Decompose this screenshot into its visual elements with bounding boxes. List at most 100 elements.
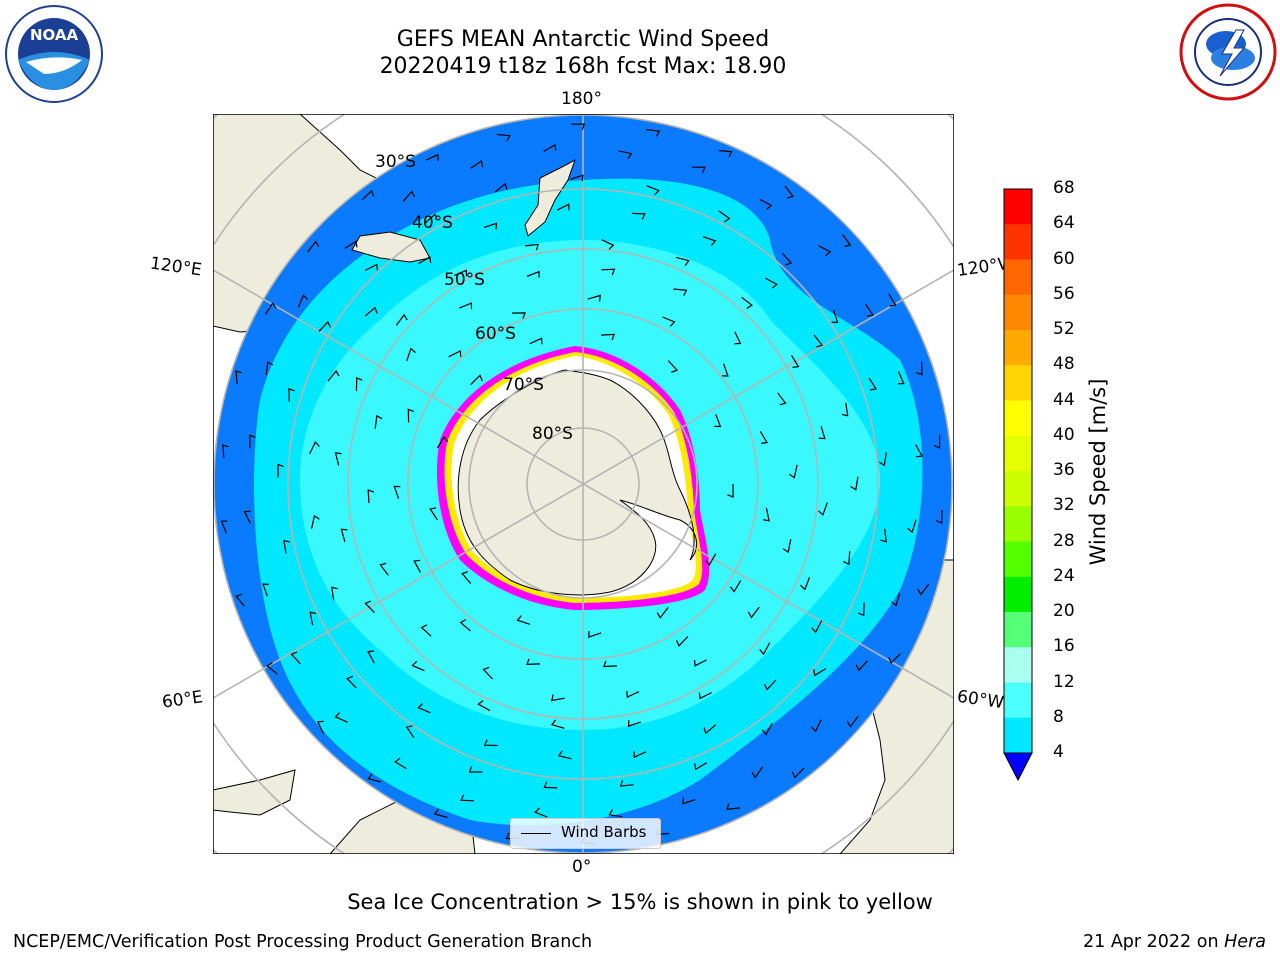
colorbar-tick-label: 44 xyxy=(1053,389,1075,410)
wind-barb xyxy=(407,408,415,423)
lat-label-40s: 40°S xyxy=(412,213,453,233)
colorbar-cell xyxy=(1004,294,1032,331)
wind-barb xyxy=(331,586,338,601)
wind-barb xyxy=(222,444,229,459)
wind-barb xyxy=(842,234,852,248)
colorbar-cell xyxy=(1004,717,1032,754)
wind-barb xyxy=(841,402,849,417)
wind-barb xyxy=(646,129,661,137)
wind-barb xyxy=(454,269,468,277)
wind-barb xyxy=(496,133,511,142)
colorbar-tick-label: 68 xyxy=(1053,178,1075,198)
lon-label-120e: 120°E xyxy=(148,253,203,281)
graticule xyxy=(213,114,954,854)
wind-barb xyxy=(220,520,228,534)
colorbar-tick-label: 12 xyxy=(1053,671,1075,692)
wind-barb xyxy=(813,334,824,348)
wind-barb xyxy=(265,302,277,315)
wind-barb xyxy=(459,619,471,632)
wind-barb xyxy=(477,700,491,712)
wind-barb xyxy=(843,551,851,566)
wind-barb xyxy=(703,724,717,735)
wind-barb xyxy=(751,766,764,779)
chart-title: GEFS MEAN Antarctic Wind Speed xyxy=(396,27,770,52)
colorbar-tick-label: 40 xyxy=(1053,424,1075,445)
wind-barb xyxy=(367,773,382,783)
wind-barb xyxy=(394,757,407,770)
colorbar-tick-label: 16 xyxy=(1053,636,1075,657)
colorbar-tick-label: 64 xyxy=(1053,213,1075,234)
colorbar-tick-label: 32 xyxy=(1053,495,1075,516)
colorbar-tick-label: 20 xyxy=(1053,601,1075,621)
wind-barb xyxy=(587,294,601,302)
wind-barb xyxy=(235,593,245,607)
wind-barb xyxy=(626,691,640,699)
wind-barb xyxy=(675,256,690,266)
wind-barb xyxy=(718,149,733,158)
wind-barb xyxy=(468,766,483,773)
lat-label-50s: 50°S xyxy=(444,270,485,290)
colorbar-tick-label: 52 xyxy=(1053,319,1075,339)
wind-barb xyxy=(763,507,770,522)
wind-barb xyxy=(367,650,375,664)
wind-barb xyxy=(393,485,401,499)
wind-barb xyxy=(667,360,679,373)
wind-barb xyxy=(529,337,543,345)
wind-barb xyxy=(791,355,800,369)
wind-barb xyxy=(878,452,887,467)
africa-land xyxy=(213,769,296,816)
wind-barb xyxy=(714,414,722,428)
wind-barb xyxy=(436,435,449,449)
wind-barb xyxy=(907,519,917,534)
wind-barb xyxy=(367,489,375,504)
wind-barb xyxy=(646,185,660,196)
wind-barb xyxy=(865,303,874,317)
colorbar-tick-label: 24 xyxy=(1053,565,1075,586)
wind-barb xyxy=(811,719,822,733)
wind-barb xyxy=(459,302,473,310)
wind-barb xyxy=(857,602,865,617)
wind-barb xyxy=(309,441,320,454)
lon-label-60e: 60°E xyxy=(160,687,205,713)
wind-barb xyxy=(601,268,616,276)
wind-barb xyxy=(618,150,633,159)
wind-barb xyxy=(470,374,483,385)
legend-label: Wind Barbs xyxy=(561,823,647,841)
wind-barb xyxy=(448,350,462,358)
wind-barbs xyxy=(220,123,943,845)
wind-barb xyxy=(741,296,753,309)
wind-barb xyxy=(691,166,706,174)
colorbar-cell xyxy=(1004,365,1032,401)
wind-barb xyxy=(534,807,548,818)
colorbar-tick-label: 56 xyxy=(1053,283,1075,304)
wind-barb xyxy=(888,653,901,664)
colorbar-cell xyxy=(1004,330,1032,366)
colorbar-tick-label: 48 xyxy=(1053,354,1075,375)
wind-barb xyxy=(601,239,615,250)
wind-barb xyxy=(316,720,324,734)
wind-barb xyxy=(813,668,827,677)
wind-barb xyxy=(364,263,378,271)
wind-barb xyxy=(763,679,777,691)
colorbar-tick-label: 28 xyxy=(1053,530,1075,551)
wind-barb xyxy=(601,333,615,341)
colorbar-under-arrow xyxy=(1003,752,1033,782)
wind-barb xyxy=(933,434,941,449)
colorbar xyxy=(1003,188,1033,782)
wind-barb xyxy=(915,444,923,458)
wind-barb xyxy=(729,580,742,593)
wind-barb xyxy=(526,270,540,278)
wind-barb xyxy=(784,185,795,199)
colorbar-tick-label: 8 xyxy=(1053,706,1064,727)
wind-barb xyxy=(402,190,416,202)
wind-barb xyxy=(631,212,646,220)
colorbar-cell xyxy=(1004,541,1032,578)
wind-barb xyxy=(846,715,859,728)
wind-barb xyxy=(855,660,869,672)
wind-barb xyxy=(789,464,798,479)
wind-barb xyxy=(682,797,696,805)
wind-barb xyxy=(603,660,617,668)
wind-barb xyxy=(570,174,584,182)
colorbar-cell xyxy=(1004,506,1032,542)
footer-credit: NCEP/EMC/Verification Post Processing Pr… xyxy=(13,932,593,952)
